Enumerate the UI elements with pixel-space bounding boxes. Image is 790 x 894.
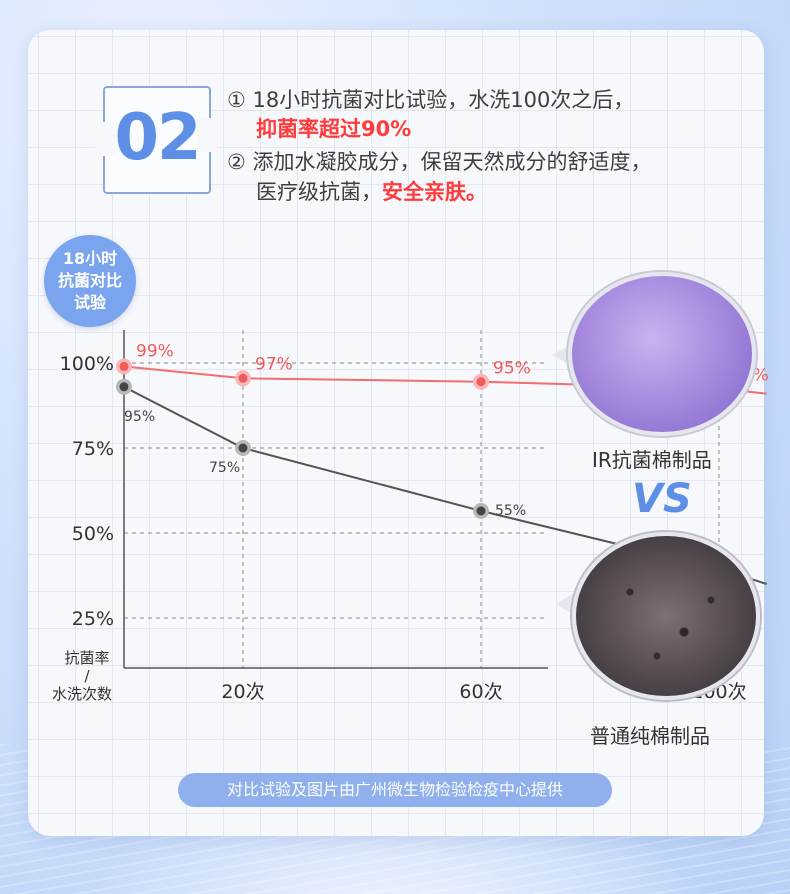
data-label: 95% [493,359,531,379]
data-point [238,443,248,453]
number-box-gap-left [95,122,115,156]
ir-product-label: IR抗菌棉制品 [592,448,712,472]
section-number: 02 [114,101,201,175]
ir-treated-petri-dish [568,272,756,436]
description-line-2-highlight: 抑菌率超过90% [256,117,412,141]
source-footer: 对比试验及图片由广州微生物检验检疫中心提供 [178,773,612,807]
data-point [476,377,486,387]
plain-cotton-label: 普通纯棉制品 [590,724,710,748]
y-tick-label: 75% [72,438,114,460]
description-line-4: 医疗级抗菌，安全亲肤。 [256,178,487,206]
description-line-1: ① 18小时抗菌对比试验，水洗100次之后， [227,88,635,112]
data-label: 95% [124,409,155,425]
plain-cotton-petri-dish [572,532,760,700]
y-axis-title-line: / [84,667,90,685]
badge-line-2: 抗菌对比 [57,271,122,290]
data-point [119,361,129,371]
test-badge: 18小时 抗菌对比 试验 [44,235,136,327]
y-axis-title-line: 水洗次数 [52,685,112,703]
x-tick-label: 20次 [221,681,264,703]
chart-ticks: 100%75%50%25%20次 60次 100次 [60,353,747,703]
data-point [119,382,129,392]
description-line-4-highlight: 安全亲肤。 [382,180,487,204]
dish-top-pointer [552,345,570,365]
y-axis-title: 抗菌率/水洗次数 [52,649,112,703]
description-line-4-prefix: 医疗级抗菌， [256,180,382,204]
dish-bottom-pointer [555,594,573,614]
vs-label: VS [632,476,692,522]
number-box-gap-right [197,118,217,152]
y-tick-label: 25% [72,608,114,630]
y-tick-label: 100% [60,353,114,375]
data-label: 55% [495,503,526,519]
data-label: 75% [209,460,240,476]
y-axis-title-line: 抗菌率 [64,649,109,667]
badge-line-1: 18小时 [62,249,118,268]
data-point [476,506,486,516]
x-tick-label: 60次 [459,681,502,703]
description-line-3: ② 添加水凝胶成分，保留天然成分的舒适度， [227,150,652,174]
data-label: 99% [136,341,174,361]
y-tick-label: 50% [72,523,114,545]
data-label: 97% [255,354,293,374]
data-point [238,373,248,383]
badge-line-3: 试验 [73,293,106,312]
